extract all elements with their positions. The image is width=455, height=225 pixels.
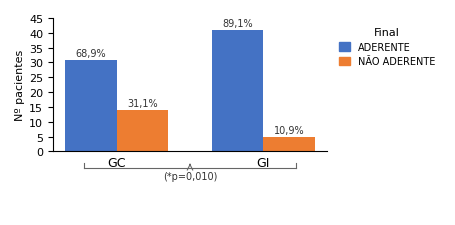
Text: 68,9%: 68,9% bbox=[76, 49, 106, 59]
Text: 89,1%: 89,1% bbox=[222, 19, 253, 29]
Legend: ADERENTE, NÃO ADERENTE: ADERENTE, NÃO ADERENTE bbox=[334, 24, 439, 71]
Y-axis label: Nº pacientes: Nº pacientes bbox=[15, 50, 25, 121]
Text: (*p=0,010): (*p=0,010) bbox=[163, 172, 217, 182]
Bar bbox=[212, 31, 263, 152]
Bar bbox=[263, 137, 314, 152]
Text: 31,1%: 31,1% bbox=[127, 99, 158, 109]
Text: 10,9%: 10,9% bbox=[273, 126, 304, 136]
Bar bbox=[117, 110, 168, 152]
Bar bbox=[66, 60, 117, 152]
